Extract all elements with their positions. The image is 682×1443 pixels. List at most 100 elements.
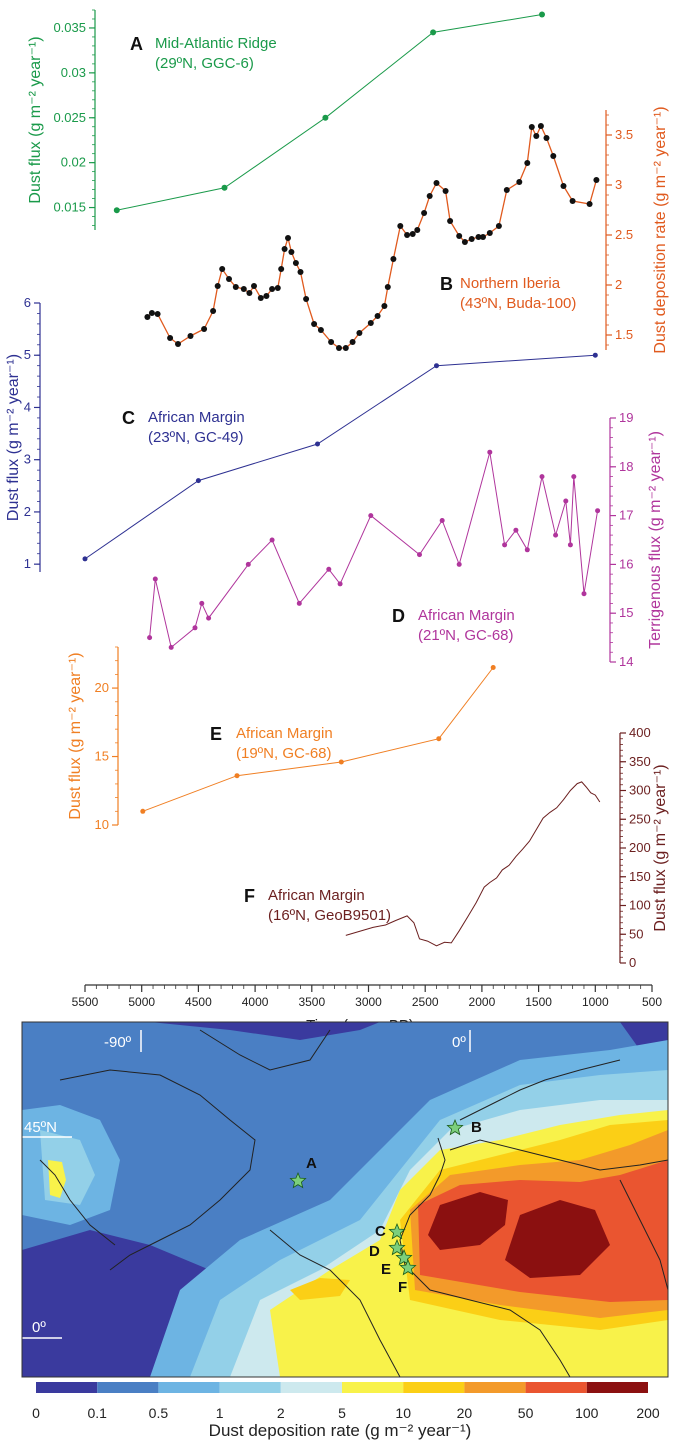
panel-a-axis-label: Dust flux (g m⁻² year⁻¹)	[27, 36, 44, 203]
y-tick-label: 0.015	[53, 200, 86, 215]
panel-c-series-line	[84, 354, 596, 560]
panel-b-point	[246, 290, 253, 296]
y-tick-label: 2.5	[615, 227, 633, 242]
panel-d-point	[206, 615, 212, 621]
panel-b-point	[251, 283, 257, 289]
map-border	[21, 1021, 669, 1378]
panel-b-point	[421, 210, 428, 216]
y-tick-label: 0.025	[53, 110, 86, 125]
panel-b-point	[390, 256, 397, 262]
panel-d-letter: D	[392, 606, 405, 626]
site-label-d: D	[369, 1243, 380, 1260]
panel-a: 0.015 0.02 0.025 0.03 0.035 Dust flux (g m⁻² …	[27, 9, 545, 230]
panel-e-point	[436, 736, 442, 742]
y-tick-label: 19	[619, 410, 633, 425]
panel-b-point	[311, 321, 318, 327]
panel-b-point	[543, 135, 550, 141]
panel-b-point	[278, 266, 285, 272]
y-tick-label: 300	[629, 783, 651, 798]
panel-f-letter: F	[244, 886, 255, 906]
panel-a-point	[430, 29, 437, 36]
site-label-e: E	[381, 1261, 391, 1278]
panel-b-point	[175, 341, 181, 347]
panel-b-point	[550, 153, 557, 159]
y-tick-label: 400	[629, 725, 651, 740]
panel-b-point	[356, 330, 363, 336]
y-tick-label: 10	[95, 817, 109, 832]
panel-b-point	[593, 177, 600, 183]
panel-b-letter: B	[440, 274, 453, 294]
legend-tick-label: 2	[277, 1405, 285, 1421]
map-zone-8-west	[428, 1192, 508, 1250]
panel-b-point	[201, 326, 208, 332]
panel-b-point	[442, 188, 449, 194]
panel-d-point	[417, 552, 422, 558]
panel-d-point	[513, 527, 519, 533]
panel-b-point	[374, 313, 381, 319]
panel-b-point	[285, 235, 291, 241]
panel-b-point	[528, 124, 535, 130]
legend-tick-label: 0	[32, 1405, 40, 1421]
panel-b-point	[303, 296, 310, 302]
panel-b-point	[537, 123, 544, 129]
x-tick-label: 500	[642, 995, 662, 1009]
panel-a-letter: A	[130, 34, 143, 54]
panel-d-point	[563, 498, 569, 504]
x-tick-label: 2000	[469, 995, 496, 1009]
y-tick-label: 50	[629, 926, 643, 941]
panel-d-point	[439, 518, 445, 523]
panel-b-point	[288, 249, 295, 255]
panel-b-point	[349, 339, 356, 345]
time-series-charts: 0.015 0.02 0.025 0.03 0.035 Dust flux (g m⁻² …	[5, 9, 669, 970]
label-lat-45n: 45ºN	[24, 1119, 57, 1136]
y-tick-label: 3	[615, 177, 622, 192]
panel-c-point	[82, 556, 88, 562]
panel-c-point	[315, 441, 320, 447]
y-tick-label: 15	[619, 605, 633, 620]
panel-d-axis-label: Terrigenous flux (g m⁻² year⁻¹)	[647, 431, 664, 649]
panel-d-point	[152, 576, 158, 582]
panel-e-point	[338, 759, 344, 765]
panel-c-title: African Margin	[148, 409, 245, 426]
panel-d-subtitle: (21ºN, GC-68)	[418, 627, 514, 644]
y-tick-label: 20	[95, 680, 109, 695]
x-tick-label: 3500	[298, 995, 325, 1009]
panel-b-point	[569, 198, 576, 204]
panel-b-point	[486, 230, 493, 236]
panel-d-point	[326, 566, 332, 572]
label-lat-0: 0º	[32, 1319, 46, 1336]
panel-b-title: Northern Iberia	[460, 275, 561, 292]
label-lon-0: 0º	[452, 1034, 466, 1051]
legend-tick-label: 50	[518, 1405, 534, 1421]
y-tick-label: 5	[24, 347, 31, 362]
site-star-c	[388, 1222, 406, 1240]
panel-b-point	[214, 283, 221, 289]
panel-e-point	[234, 773, 240, 779]
site-star-d	[388, 1238, 406, 1256]
panel-b-point	[433, 180, 440, 186]
legend-swatch	[158, 1382, 220, 1393]
panel-e-point	[140, 808, 146, 814]
y-tick-label: 14	[619, 654, 633, 669]
panel-b-point	[426, 193, 433, 199]
legend-swatch	[36, 1382, 98, 1393]
y-tick-label: 100	[629, 898, 651, 913]
legend-swatch	[342, 1382, 404, 1393]
panel-a-title: Mid-Atlantic Ridge	[155, 35, 277, 52]
legend-tick-label: 1	[216, 1405, 224, 1421]
panel-d-point	[147, 635, 153, 641]
y-tick-label: 17	[619, 508, 633, 523]
panel-b-point	[503, 187, 510, 193]
panel-d-point	[245, 561, 251, 567]
panel-d-point	[456, 561, 462, 567]
site-label-f: F	[398, 1279, 407, 1296]
panel-b-point	[384, 284, 391, 290]
color-legend: 0 0.1 0.5 1 2 5 10 20 50 100 200	[32, 1382, 660, 1421]
panel-d-point	[199, 600, 205, 606]
panel-b-point	[263, 293, 270, 299]
y-tick-label: 1.5	[615, 327, 633, 342]
legend-tick-label: 5	[338, 1405, 346, 1421]
panel-f-title: African Margin	[268, 887, 365, 904]
